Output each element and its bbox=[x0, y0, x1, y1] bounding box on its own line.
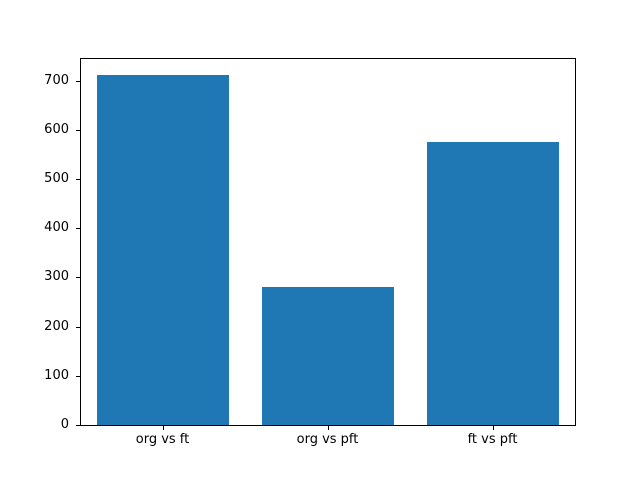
y-tick-mark bbox=[76, 277, 80, 279]
x-tick-mark bbox=[327, 426, 329, 430]
y-tick-label: 500 bbox=[44, 171, 69, 186]
y-tick-label: 700 bbox=[44, 72, 69, 88]
x-tick-label: org vs ft bbox=[135, 432, 190, 447]
y-tick-mark bbox=[76, 80, 80, 82]
y-tick-label: 400 bbox=[44, 220, 69, 236]
x-tick-mark bbox=[492, 426, 494, 430]
y-tick-mark bbox=[76, 129, 80, 131]
y-tick-label: 300 bbox=[44, 269, 69, 285]
x-tick-mark bbox=[162, 426, 164, 430]
bar-org-vs-ft bbox=[96, 74, 229, 425]
y-tick-label: 200 bbox=[44, 318, 69, 334]
y-tick-mark bbox=[76, 179, 80, 180]
y-tick-label: 600 bbox=[44, 121, 69, 137]
x-tick-label: ft vs pft bbox=[467, 432, 518, 447]
x-tick-label: org vs pft bbox=[296, 432, 359, 447]
y-tick-label: 0 bbox=[60, 417, 69, 432]
y-tick-label: 100 bbox=[44, 367, 69, 383]
y-tick-mark bbox=[76, 375, 80, 377]
y-tick-mark bbox=[76, 326, 80, 328]
bar-org-vs-pft bbox=[261, 287, 394, 425]
y-tick-mark bbox=[76, 425, 80, 426]
bar-ft-vs-pft bbox=[426, 142, 559, 425]
y-tick-mark bbox=[76, 228, 80, 230]
